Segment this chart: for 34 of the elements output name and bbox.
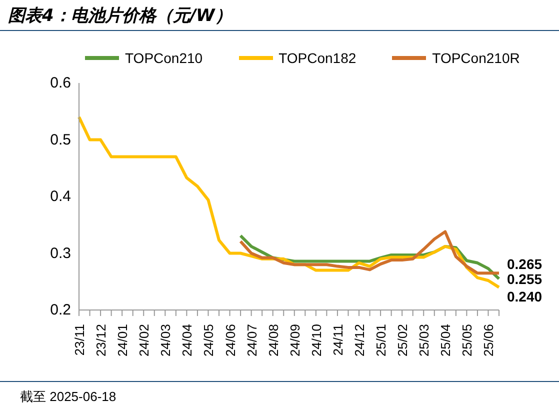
x-tick-label: 24/11 (330, 324, 346, 356)
x-tick-label: 25/03 (416, 324, 432, 357)
x-tick-label: 24/10 (308, 324, 324, 357)
y-tick-label: 0.2 (50, 302, 71, 318)
x-tick-label: 25/04 (438, 324, 454, 357)
x-tick-label: 24/04 (180, 324, 195, 357)
data-label: 0.255 (507, 270, 542, 287)
x-tick-label: 23/11 (72, 324, 87, 356)
line-series (239, 230, 500, 275)
y-tick-label: 0.5 (50, 131, 71, 148)
x-tick-label: 24/12 (352, 324, 367, 357)
data-label: 0.240 (507, 288, 542, 304)
x-tick-label: 25/05 (460, 324, 475, 357)
legend-label: TOPCon210 (125, 50, 203, 66)
x-tick-label: 25/06 (481, 324, 496, 357)
x-tick-label: 24/05 (201, 324, 216, 357)
x-tick-label: 24/01 (115, 324, 130, 357)
chart-title: 图表4：电池片价格（元/W） (8, 5, 232, 27)
x-tick-label: 24/03 (158, 324, 174, 357)
x-tick-label: 25/01 (374, 324, 389, 357)
x-tick-label: 23/12 (94, 324, 109, 357)
y-tick-label: 0.4 (50, 188, 71, 205)
x-tick-label: 25/02 (395, 324, 410, 357)
text: 截至 2025-06-18 (20, 388, 116, 406)
legend-label: TOPCon182 (278, 50, 356, 66)
data-label: 0.265 (507, 256, 542, 272)
x-tick-label: 24/09 (287, 324, 302, 357)
legend-label: TOPCon210R (432, 50, 520, 66)
x-tick-label: 24/07 (244, 324, 260, 357)
x-tick-label: 24/02 (136, 324, 152, 357)
y-tick-label: 0.6 (50, 74, 71, 92)
y-tick-label: 0.3 (50, 244, 71, 262)
x-tick-label: 24/08 (266, 324, 281, 357)
x-tick-label: 24/06 (222, 324, 238, 357)
